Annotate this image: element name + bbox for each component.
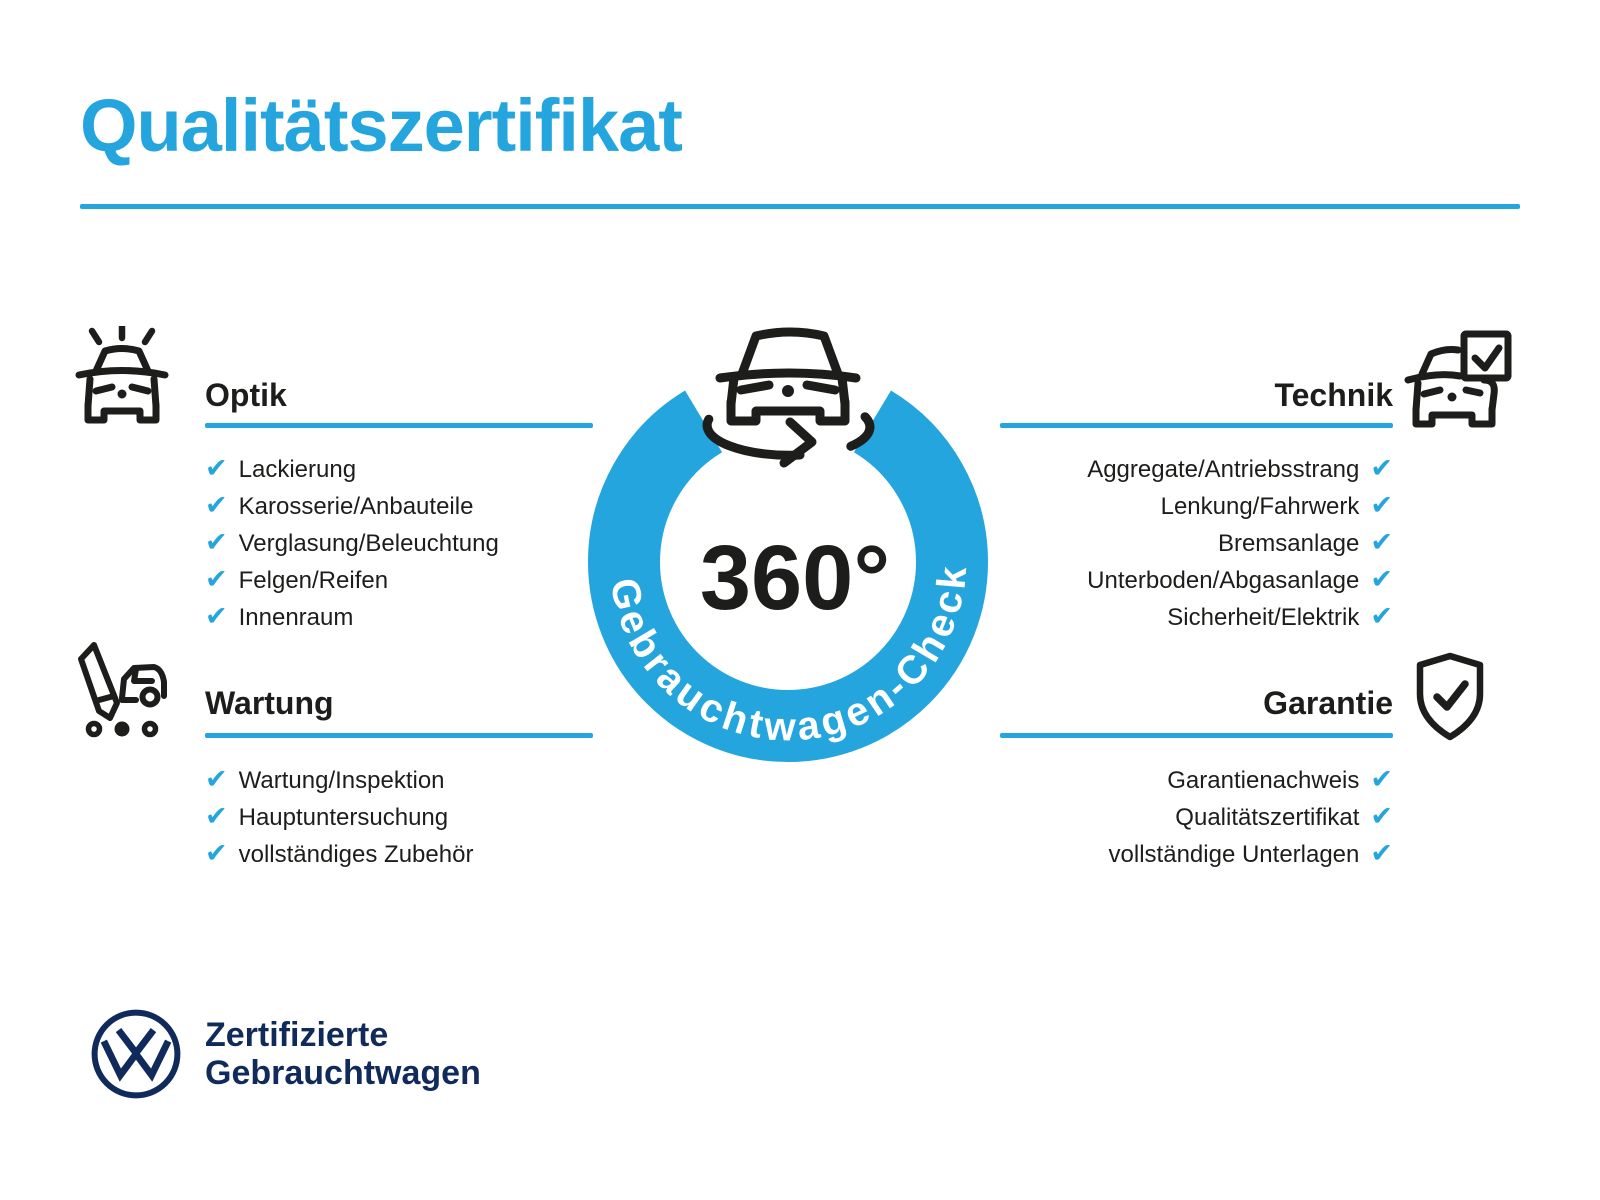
check-item-label: Lackierung — [238, 455, 357, 483]
car-checklist-icon — [1404, 330, 1516, 430]
check-item-label: Wartung/Inspektion — [238, 766, 445, 794]
check-item: ✔ Innenraum — [205, 599, 353, 636]
check-icon: ✔ — [1370, 601, 1393, 632]
check-item: ✔ Aggregate/Antriebsstrang — [1087, 451, 1393, 488]
check-item-label: Felgen/Reifen — [238, 566, 389, 594]
check-item: ✔ Lackierung — [205, 451, 356, 488]
brand-line1: Zertifizierte — [205, 1016, 389, 1054]
check-icon: ✔ — [1370, 764, 1393, 795]
check-item-label: Garantienachweis — [1167, 766, 1360, 794]
section-title-garantie: Garantie — [1263, 685, 1393, 721]
check-icon: ✔ — [1370, 564, 1393, 595]
section-title-technik: Technik — [1274, 377, 1393, 413]
check-icon: ✔ — [205, 564, 228, 595]
check-item: ✔ Felgen/Reifen — [205, 562, 388, 599]
pencil-car-icon — [72, 638, 172, 738]
section-underline-garantie — [1000, 733, 1393, 738]
check-icon: ✔ — [1370, 838, 1393, 869]
optik-checklist: ✔ Lackierung ✔ Karosserie/Anbauteile ✔ Vergla… — [205, 451, 685, 636]
check-item-label: Karosserie/Anbauteile — [238, 492, 474, 520]
check-item: ✔ vollständige Unterlagen — [1109, 836, 1393, 873]
check-item: ✔ Karosserie/Anbauteile — [205, 488, 473, 525]
brand-text: Zertifizierte Gebrauchtwagen — [205, 1016, 481, 1092]
360-check-ring: Gebrauchtwagen-Check 360° — [560, 290, 1020, 795]
check-icon: ✔ — [1370, 490, 1393, 521]
check-item-label: Innenraum — [238, 603, 354, 631]
check-icon: ✔ — [1370, 527, 1393, 558]
check-item-label: Unterboden/Abgasanlage — [1087, 566, 1360, 594]
section-title-wartung: Wartung — [205, 685, 334, 721]
check-item-label: Bremsanlage — [1217, 529, 1360, 557]
brand-line2: Gebrauchtwagen — [205, 1054, 481, 1092]
check-item: ✔ Bremsanlage — [1218, 525, 1393, 562]
check-icon: ✔ — [205, 490, 228, 521]
check-icon: ✔ — [205, 601, 228, 632]
check-icon: ✔ — [205, 453, 228, 484]
check-item: ✔ Sicherheit/Elektrik — [1167, 599, 1393, 636]
section-underline-wartung — [205, 733, 593, 738]
check-item-label: Hauptuntersuchung — [238, 803, 449, 831]
check-item: ✔ Lenkung/Fahrwerk — [1161, 488, 1393, 525]
section-underline-technik — [1000, 423, 1393, 428]
check-item: ✔ Unterboden/Abgasanlage — [1087, 562, 1393, 599]
check-icon: ✔ — [1370, 801, 1393, 832]
car-shine-icon — [72, 326, 172, 428]
check-item: ✔ Verglasung/Beleuchtung — [205, 525, 499, 562]
check-item-label: Sicherheit/Elektrik — [1167, 603, 1360, 631]
check-item: ✔ Qualitätszertifikat — [1175, 799, 1393, 836]
check-icon: ✔ — [205, 838, 228, 869]
check-item: ✔ Garantienachweis — [1167, 762, 1393, 799]
technik-checklist: ✔ Aggregate/Antriebsstrang ✔ Lenkung/Fahrwe… — [913, 451, 1393, 636]
check-item-label: Lenkung/Fahrwerk — [1160, 492, 1360, 520]
check-item: ✔ Hauptuntersuchung — [205, 799, 448, 836]
vw-logo-icon — [90, 1008, 182, 1100]
page-title: Qualitätszertifikat — [80, 84, 683, 167]
check-item-label: vollständiges Zubehör — [238, 840, 474, 868]
check-icon: ✔ — [205, 527, 228, 558]
car-360-rotation-icon — [702, 327, 875, 468]
title-divider — [80, 204, 1520, 209]
check-icon: ✔ — [205, 764, 228, 795]
check-item-label: vollständige Unterlagen — [1108, 840, 1360, 868]
check-item-label: Aggregate/Antriebsstrang — [1087, 455, 1360, 483]
shield-check-icon — [1410, 650, 1490, 742]
check-item-label: Qualitätszertifikat — [1175, 803, 1360, 831]
check-icon: ✔ — [205, 801, 228, 832]
degrees-label: 360° — [700, 527, 890, 629]
garantie-checklist: ✔ Garantienachweis ✔ Qualitätszertifikat ✔ vo… — [913, 762, 1393, 873]
wartung-checklist: ✔ Wartung/Inspektion ✔ Hauptuntersuchung ✔ vo… — [205, 762, 685, 873]
section-underline-optik — [205, 423, 593, 428]
check-item: ✔ vollständiges Zubehör — [205, 836, 473, 873]
check-item: ✔ Wartung/Inspektion — [205, 762, 445, 799]
check-icon: ✔ — [1370, 453, 1393, 484]
section-title-optik: Optik — [205, 377, 287, 413]
check-item-label: Verglasung/Beleuchtung — [238, 529, 499, 557]
ring-shape — [588, 362, 988, 762]
